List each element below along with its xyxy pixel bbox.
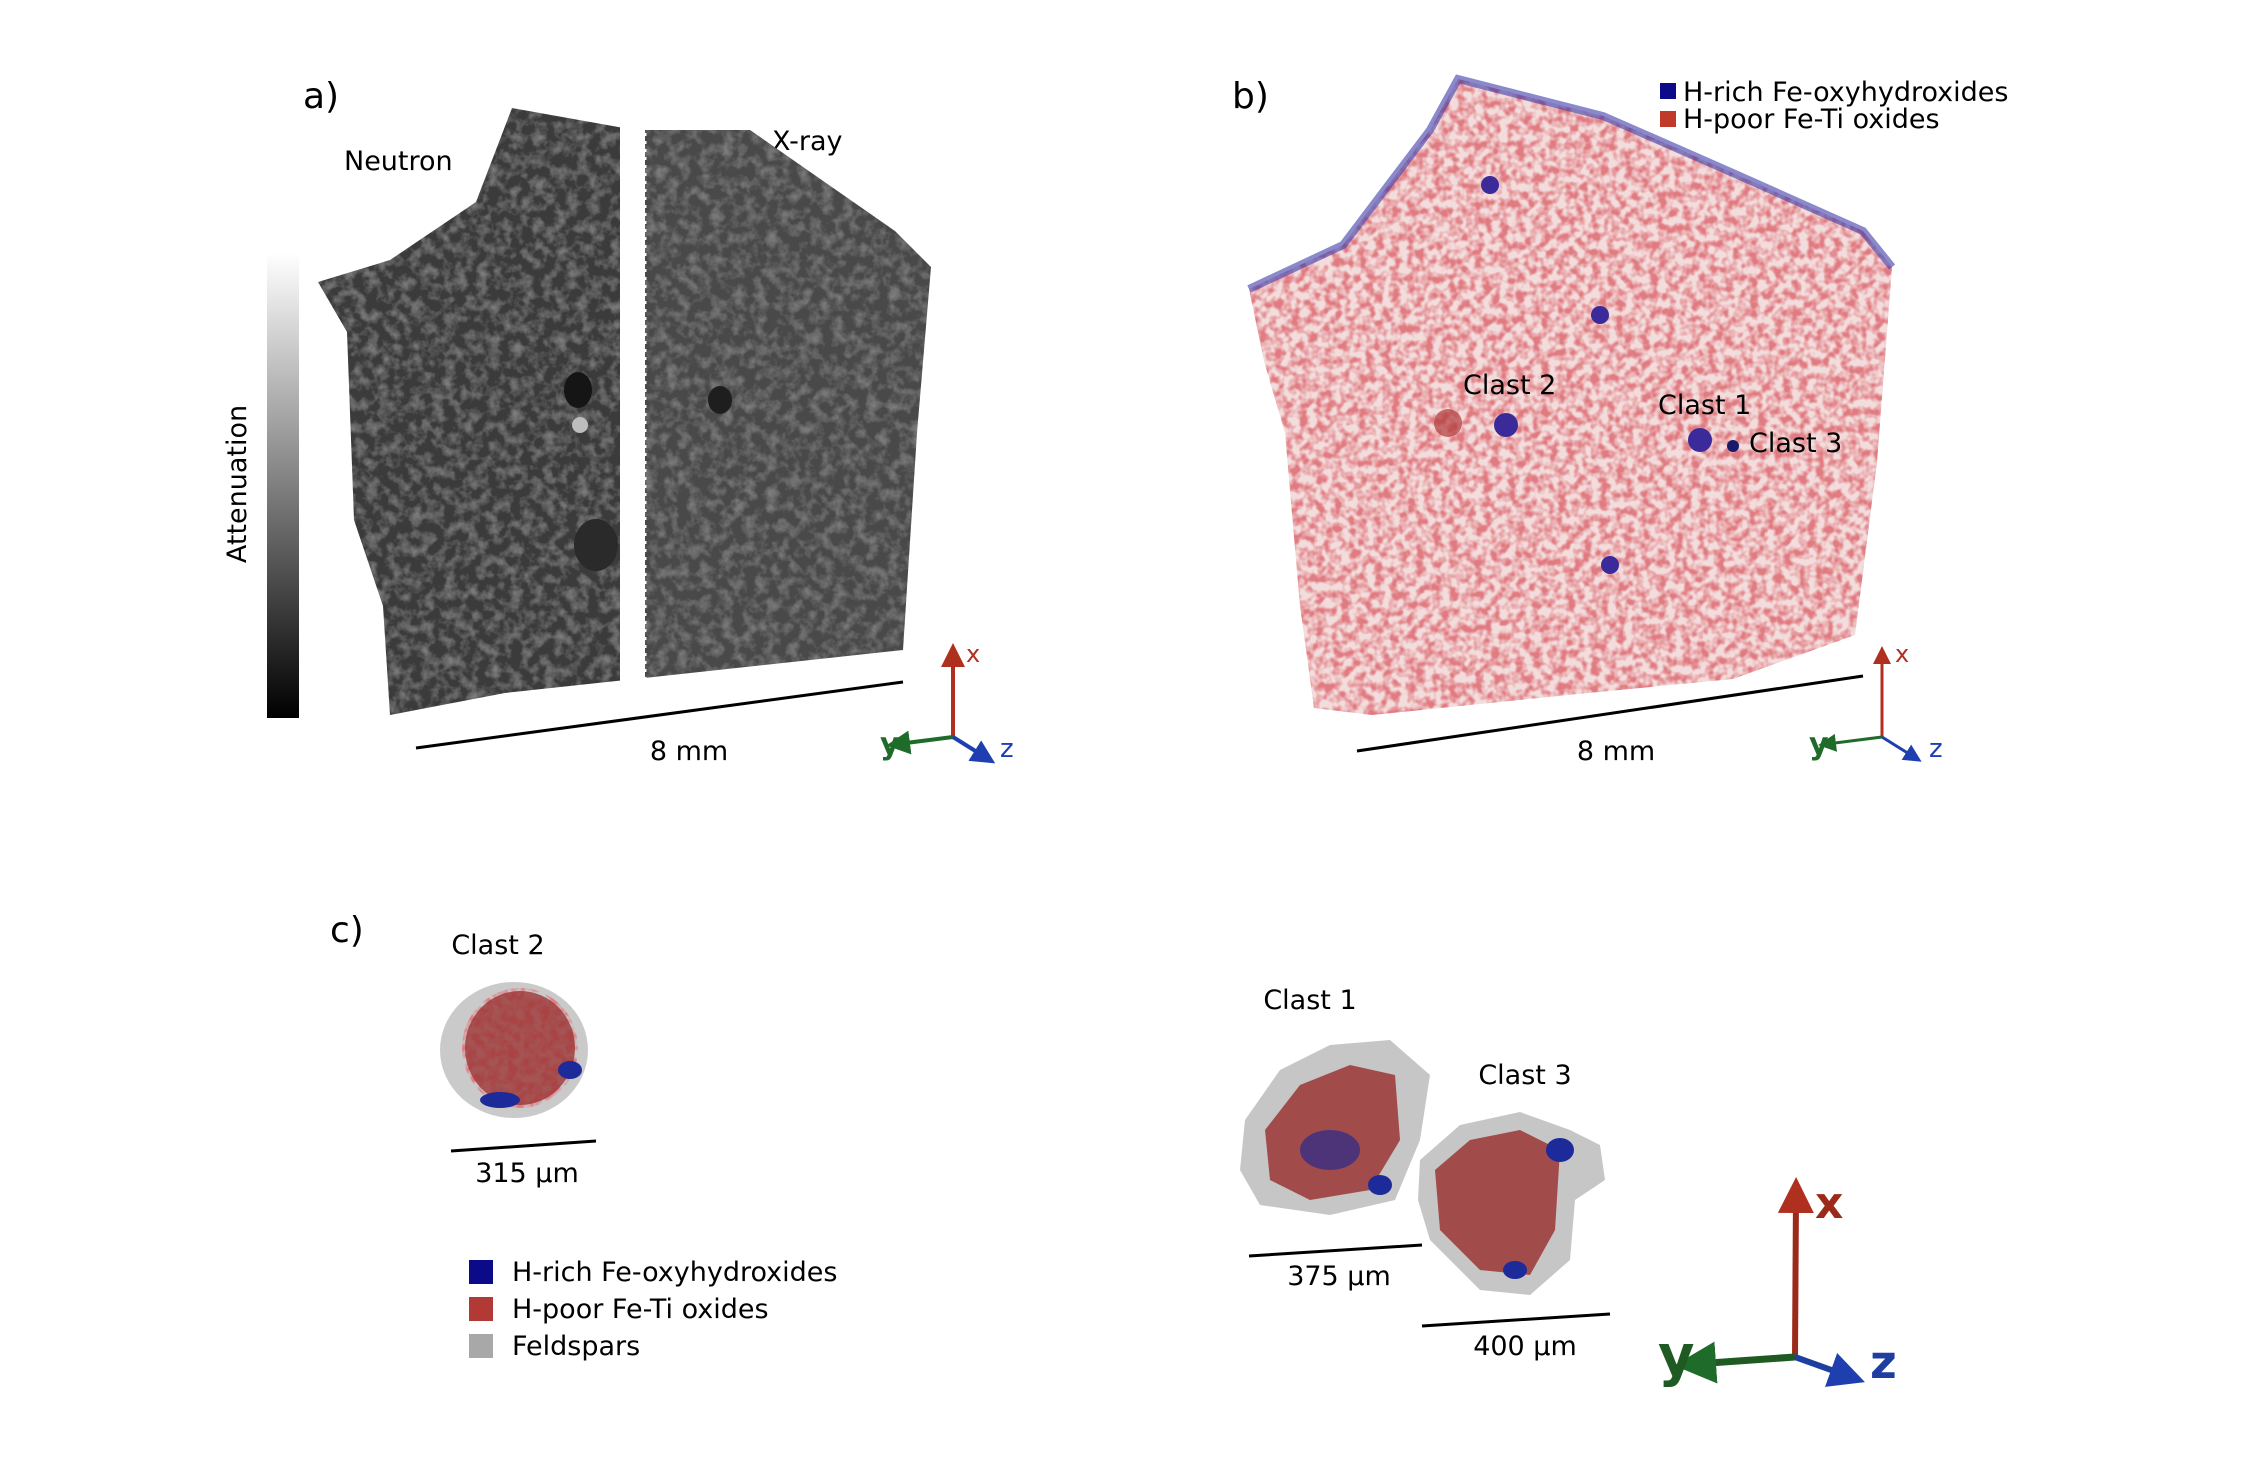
scale-bar-clast-3 <box>1421 1312 1611 1328</box>
scale-bar-a <box>415 680 904 750</box>
axes-triad-c: x y z <box>1658 1177 1897 1389</box>
clast-2-label-c: Clast 2 <box>451 930 544 961</box>
axis-y-label: y <box>880 727 900 762</box>
scale-label-a: 8 mm <box>650 736 728 767</box>
scale-bar-b <box>1356 674 1864 753</box>
scale-label-clast-2: 315 µm <box>475 1158 579 1189</box>
legend-b: H-rich Fe-oxyhydroxides H-poor Fe-Ti oxi… <box>1660 77 2008 135</box>
axis-y-label: y <box>1658 1324 1695 1389</box>
axes-triad-a: x y z <box>880 640 1014 764</box>
axis-z-label: z <box>1870 1335 1897 1389</box>
scale-bar-clast-1 <box>1248 1243 1423 1258</box>
neutron-xray-slice <box>318 108 931 715</box>
phase-map-rendering <box>1247 74 1896 715</box>
clast-1-label-c: Clast 1 <box>1263 985 1356 1016</box>
legend-c: H-rich Fe-oxyhydroxides H-poor Fe-Ti oxi… <box>469 1257 837 1362</box>
legend-swatch-h-poor <box>469 1297 493 1321</box>
axis-y-label: y <box>1809 727 1829 762</box>
legend-c-h-poor: H-poor Fe-Ti oxides <box>512 1294 769 1325</box>
legend-swatch-h-poor <box>1660 111 1676 127</box>
scale-label-clast-3: 400 µm <box>1473 1331 1577 1362</box>
axis-z-label: z <box>1929 734 1943 764</box>
axis-z-label: z <box>1000 734 1014 764</box>
axes-triad-b: x y z <box>1809 640 1943 764</box>
clast-2-render <box>440 982 588 1118</box>
clast-3-label-c: Clast 3 <box>1478 1060 1571 1091</box>
axis-x-label: x <box>966 640 980 668</box>
legend-b-h-poor: H-poor Fe-Ti oxides <box>1683 104 1940 135</box>
legend-swatch-h-rich <box>469 1260 493 1284</box>
panel-b-label: b) <box>1232 76 1269 117</box>
axis-x-label: x <box>1815 1178 1843 1229</box>
panel-a-label: a) <box>303 76 339 117</box>
scale-bar-clast-2 <box>450 1139 597 1153</box>
legend-c-h-rich: H-rich Fe-oxyhydroxides <box>512 1257 837 1288</box>
panel-c-label: c) <box>330 910 364 951</box>
clast-3-label-b: Clast 3 <box>1749 428 1842 459</box>
xray-label: X-ray <box>772 126 843 157</box>
clast-2-label-b: Clast 2 <box>1463 370 1556 401</box>
legend-swatch-feldspars <box>469 1334 493 1358</box>
scale-label-b: 8 mm <box>1577 736 1655 767</box>
clast-1-label-b: Clast 1 <box>1658 390 1751 421</box>
legend-b-h-rich: H-rich Fe-oxyhydroxides <box>1683 77 2008 108</box>
attenuation-colorbar <box>267 253 299 718</box>
legend-c-feldspars: Feldspars <box>512 1331 640 1362</box>
clast-3-render <box>1418 1112 1605 1295</box>
attenuation-label: Attenuation <box>222 405 253 563</box>
axis-x-label: x <box>1895 640 1909 668</box>
legend-swatch-h-rich <box>1660 83 1676 99</box>
clast-1-render <box>1240 1040 1430 1215</box>
scale-label-clast-1: 375 µm <box>1287 1261 1391 1292</box>
neutron-label: Neutron <box>344 146 453 177</box>
